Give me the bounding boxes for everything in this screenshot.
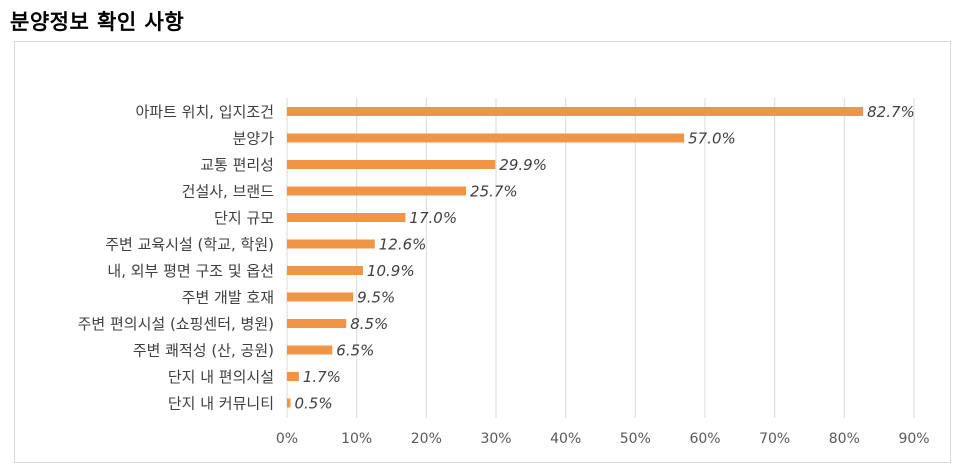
data-label: 25.7% [470,183,518,201]
data-label: 57.0% [688,130,736,148]
category-label: 교통 편리성 [200,156,274,174]
data-label: 82.7% [867,103,915,121]
bar [287,398,291,408]
category-label: 주변 편의시설 (쇼핑센터, 병원) [78,315,274,333]
chart-title: 분양정보 확인 사항 [10,10,185,34]
bar [287,292,354,302]
x-tick-label: 70% [759,431,790,447]
x-tick-label: 30% [480,431,511,447]
bar [287,345,333,355]
x-tick-label: 10% [341,431,372,447]
x-tick-label: 80% [829,431,860,447]
data-label: 10.9% [367,262,415,280]
bar [287,239,375,249]
data-label: 17.0% [409,209,457,227]
bar [287,213,406,222]
bar [287,133,685,143]
bar [287,319,347,328]
data-label: 12.6% [379,236,427,254]
data-label: 8.5% [350,315,388,333]
category-label: 단지 내 편의시설 [168,368,274,386]
category-label: 단지 내 커뮤니티 [168,395,274,413]
x-tick-label: 40% [550,431,581,447]
x-tick-label: 20% [411,431,442,447]
category-label: 건설사, 브랜드 [182,183,275,201]
x-tick-label: 50% [620,431,651,447]
data-label: 9.5% [357,289,395,307]
bar [287,266,363,275]
x-tick-label: 0% [276,431,298,447]
bar [287,107,864,116]
chart-frame [14,41,951,463]
x-tick-label: 60% [689,431,720,447]
bar [287,160,496,169]
category-label: 내, 외부 평면 구조 및 옵션 [107,262,274,280]
category-label: 주변 교육시설 (학교, 학원) [105,236,274,254]
data-label: 29.9% [499,156,547,174]
category-label: 주변 개발 호재 [182,289,274,307]
category-label: 분양가 [233,130,275,148]
category-label: 단지 규모 [214,209,274,227]
category-label: 아파트 위치, 입지조건 [135,103,274,121]
bar [287,186,467,196]
bar [287,372,299,381]
data-label: 6.5% [336,342,374,360]
x-tick-label: 90% [898,431,929,447]
data-label: 1.7% [303,368,341,386]
data-label: 0.5% [294,395,332,413]
category-label: 주변 쾌적성 (산, 공원) [133,342,274,360]
